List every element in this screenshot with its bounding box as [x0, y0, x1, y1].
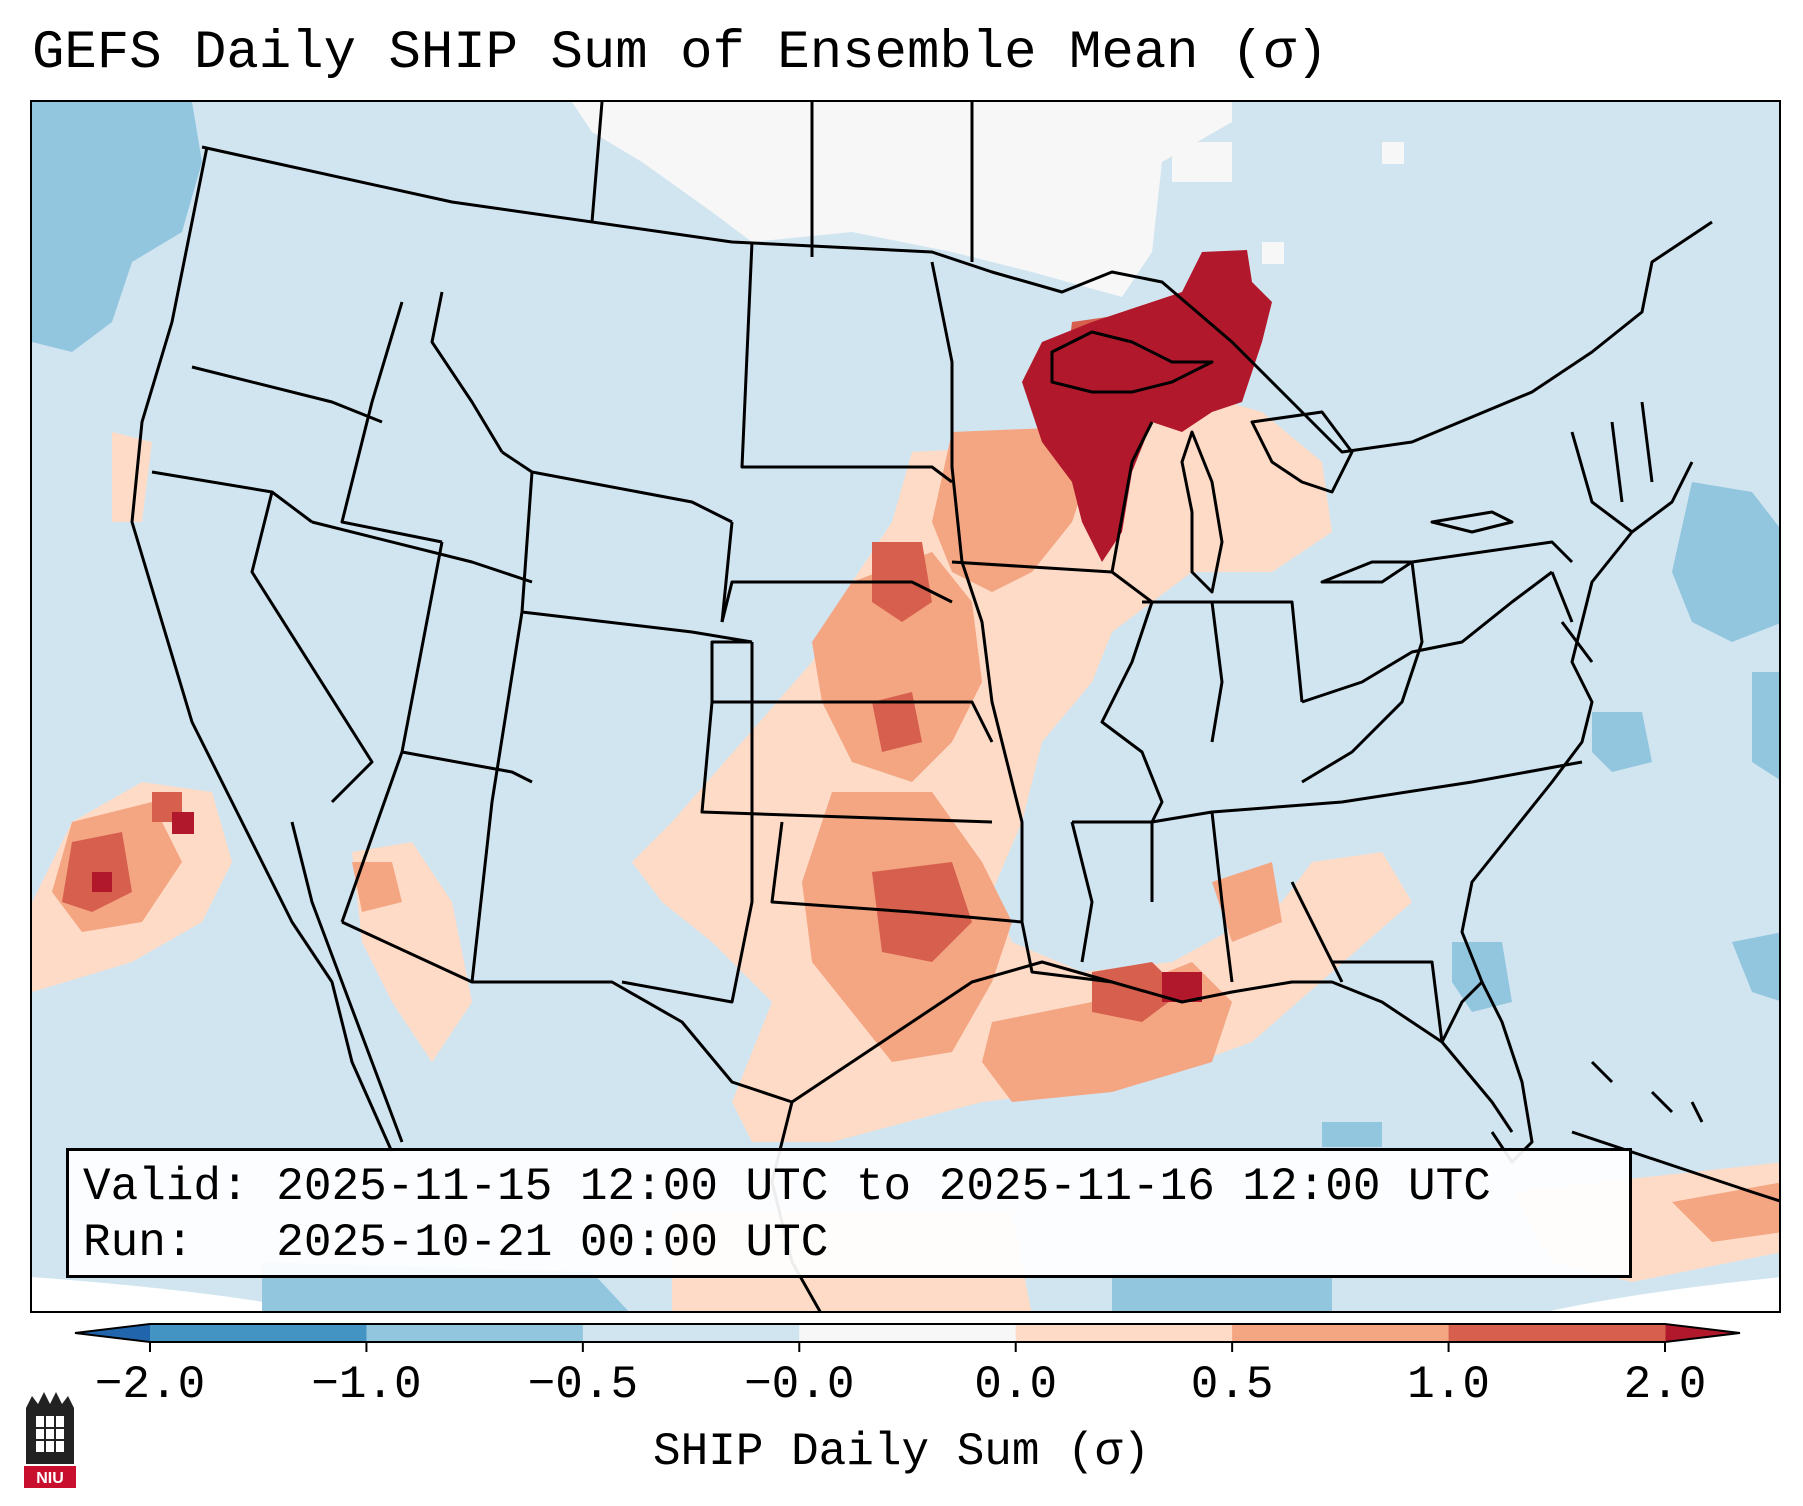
boundary-lines: [130, 102, 1779, 1311]
colorbar-tick-label: 0.0: [974, 1359, 1058, 1411]
niu-logo-icon: NIU: [24, 1392, 76, 1488]
run-value: 2025-10-21 00:00 UTC: [276, 1217, 829, 1269]
colorbar-segment: [366, 1324, 584, 1342]
colorbar-segment: [799, 1324, 1017, 1342]
projection-edge: [1550, 1277, 1779, 1311]
valid-value: 2025-11-15 12:00 UTC to 2025-11-16 12:00…: [276, 1161, 1491, 1213]
run-row: Run: 2025-10-21 00:00 UTC: [83, 1215, 1615, 1271]
us-canada-border: [201, 145, 1713, 454]
lake-michigan: [1180, 430, 1224, 594]
colorbar-tick-label: −1.0: [311, 1359, 422, 1411]
valid-run-info-box: Valid: 2025-11-15 12:00 UTC to 2025-11-1…: [66, 1148, 1632, 1278]
projection-edge: [32, 1277, 314, 1311]
valid-row: Valid: 2025-11-15 12:00 UTC to 2025-11-1…: [83, 1159, 1615, 1215]
colorbar-label: SHIP Daily Sum (σ): [653, 1426, 1150, 1478]
colorbar-tick-label: 0.5: [1190, 1359, 1274, 1411]
colorbar-extend-max: [1665, 1324, 1740, 1342]
baja-coastline: [290, 821, 404, 1143]
lake-huron: [1250, 410, 1354, 494]
colorbar-tick-label: −0.0: [744, 1359, 855, 1411]
us-mexico-border: [341, 920, 913, 1104]
lake-superior: [1050, 330, 1214, 394]
colorbar-tick-label: 1.0: [1407, 1359, 1490, 1411]
run-label: Run:: [83, 1217, 194, 1269]
colorbar-segment: [1448, 1324, 1666, 1342]
colorbar-tick-label: 2.0: [1623, 1359, 1707, 1411]
west-coastline: [130, 146, 394, 1153]
colorbar: [74, 1323, 1741, 1352]
colorbar-segment: [1232, 1324, 1450, 1342]
niu-logo-text: NIU: [36, 1470, 64, 1487]
colorbar-extend-min: [75, 1324, 150, 1342]
cuba-coastline: [1571, 1130, 1779, 1203]
map-panel: [30, 100, 1781, 1313]
colorbar-tick-label: −0.5: [527, 1359, 639, 1411]
colorbar-tick-label: −2.0: [94, 1359, 206, 1411]
lake-ontario: [1430, 510, 1514, 534]
chart-title: GEFS Daily SHIP Sum of Ensemble Mean (σ): [32, 23, 1329, 84]
map-svg: [32, 102, 1779, 1311]
colorbar-segment: [582, 1324, 800, 1342]
near-zero-region: [572, 102, 1404, 297]
colorbar-segment: [150, 1324, 367, 1342]
lake-erie: [1320, 560, 1414, 584]
colorbar-segment: [1015, 1324, 1233, 1342]
valid-label: Valid:: [83, 1161, 249, 1213]
bahamas: [1590, 1060, 1704, 1123]
positive-max-region: [92, 250, 1272, 1002]
